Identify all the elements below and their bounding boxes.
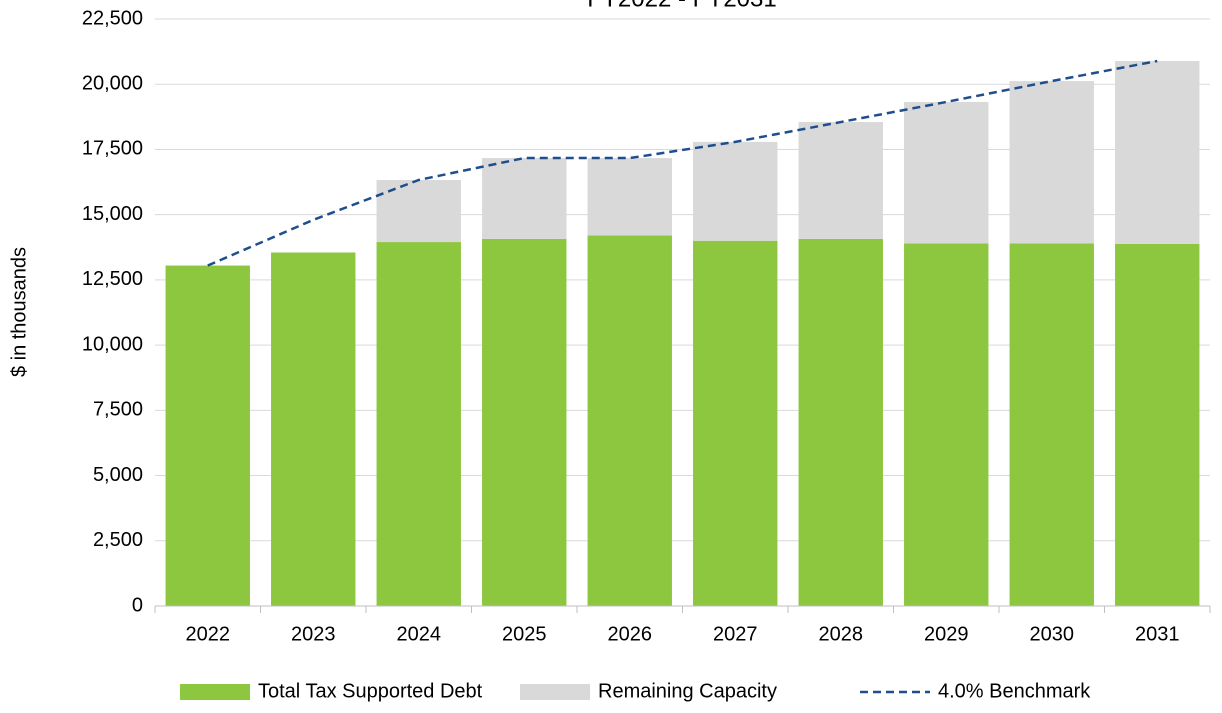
x-tick-label: 2022 [186, 623, 231, 645]
x-tick-label: 2031 [1135, 623, 1180, 645]
bar-segment [271, 252, 356, 607]
legend-label: Total Tax Supported Debt [258, 680, 483, 702]
bar-segment [376, 179, 461, 243]
x-tick-label: 2023 [291, 623, 336, 645]
y-tick-label: 5,000 [93, 464, 143, 486]
legend-swatch [520, 684, 590, 700]
bar-segment [904, 101, 989, 244]
bar-segment [587, 235, 672, 606]
bar-segment [165, 265, 250, 606]
bar-segment [693, 141, 778, 241]
bar-segment [482, 158, 567, 239]
y-tick-label: 7,500 [93, 399, 143, 421]
bar-segment [798, 238, 883, 607]
bar-segment [1009, 81, 1094, 244]
y-tick-label: 0 [132, 594, 143, 616]
x-tick-label: 2024 [397, 623, 442, 645]
bar-segment [376, 242, 461, 606]
x-tick-label: 2025 [502, 623, 547, 645]
bar-segment [587, 158, 672, 236]
legend-swatch [180, 684, 250, 700]
bar-segment [904, 243, 989, 606]
legend-label: Remaining Capacity [598, 680, 777, 702]
bar-segment [693, 240, 778, 606]
y-tick-label: 12,500 [82, 268, 143, 290]
bar-segment [1009, 243, 1094, 606]
legend-label: 4.0% Benchmark [938, 680, 1091, 702]
chart-title: FY2022 - FY2031 [587, 0, 776, 12]
y-axis-label: $ in thousands [8, 247, 30, 377]
bar-segment [1115, 61, 1200, 244]
y-tick-label: 2,500 [93, 529, 143, 551]
x-tick-label: 2029 [924, 623, 969, 645]
x-tick-label: 2028 [819, 623, 864, 645]
benchmark-line [207, 59, 1158, 267]
bar-segment [482, 238, 567, 607]
y-tick-label: 22,500 [82, 7, 143, 29]
bar-segment [1115, 243, 1200, 606]
x-tick-label: 2026 [608, 623, 653, 645]
bar-segment [798, 122, 883, 239]
y-tick-label: 20,000 [82, 73, 143, 95]
y-tick-label: 17,500 [82, 138, 143, 160]
y-tick-label: 10,000 [82, 333, 143, 355]
x-tick-label: 2027 [713, 623, 758, 645]
y-tick-label: 15,000 [82, 203, 143, 225]
x-tick-label: 2030 [1030, 623, 1075, 645]
